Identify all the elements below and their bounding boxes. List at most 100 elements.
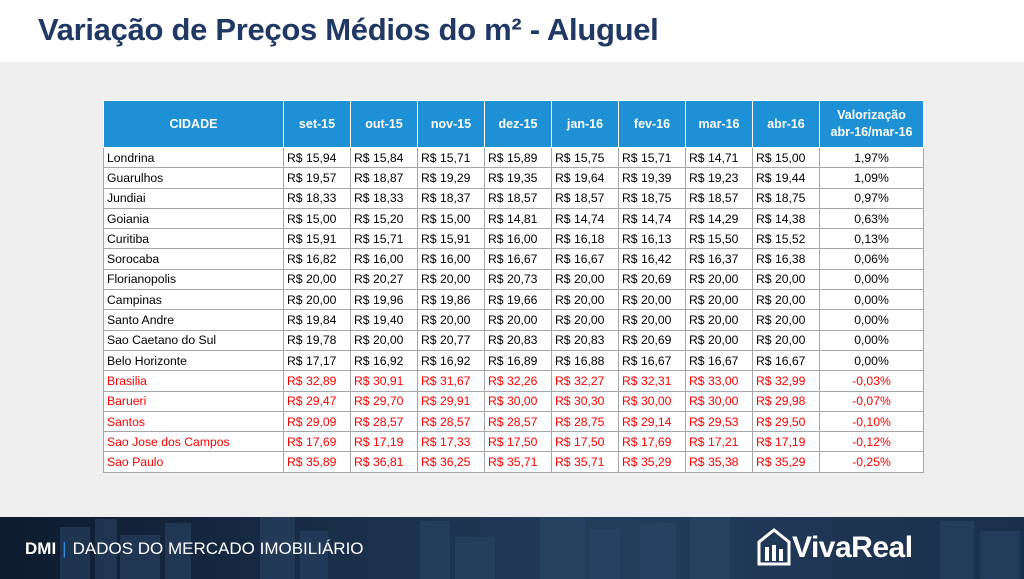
price-cell: R$ 20,00 — [618, 289, 686, 311]
price-cell: R$ 17,69 — [618, 431, 686, 453]
price-cell: R$ 20,00 — [551, 309, 619, 331]
price-cell: R$ 20,00 — [685, 309, 753, 331]
price-cell: R$ 20,69 — [618, 268, 686, 291]
table-row: Barueri R$ 29,47 R$ 29,70 R$ 29,91 R$ 30,00 R… — [103, 390, 924, 412]
price-cell: R$ 14,71 — [685, 146, 753, 169]
price-cell: R$ 20,00 — [752, 289, 820, 311]
price-cell: R$ 16,92 — [350, 349, 418, 372]
price-cell: R$ 16,67 — [618, 349, 686, 372]
price-cell: R$ 28,57 — [350, 410, 418, 433]
city-cell: Londrina — [103, 146, 284, 169]
price-cell: R$ 16,92 — [417, 349, 485, 372]
price-cell: R$ 18,57 — [484, 187, 552, 209]
valorizacao-cell: -0,25% — [819, 451, 924, 473]
valorizacao-cell: -0,03% — [819, 370, 924, 392]
price-cell: R$ 35,29 — [618, 451, 686, 473]
header-month: jan-16 — [551, 100, 619, 148]
price-cell: R$ 31,67 — [417, 370, 485, 392]
city-skyline-background — [60, 517, 1020, 579]
header-valorizacao-label: Valorização — [837, 108, 906, 122]
page-title: Variação de Preços Médios do m² - Alugue… — [38, 12, 659, 47]
price-cell: R$ 19,66 — [484, 289, 552, 311]
price-cell: R$ 16,67 — [484, 248, 552, 270]
price-cell: R$ 19,23 — [685, 167, 753, 189]
price-cell: R$ 20,83 — [551, 329, 619, 351]
price-cell: R$ 17,17 — [283, 349, 351, 372]
price-cell: R$ 30,00 — [484, 390, 552, 412]
price-cell: R$ 17,69 — [283, 431, 351, 453]
table-row: Belo Horizonte R$ 17,17 R$ 16,92 R$ 16,92 R$… — [103, 349, 924, 372]
valorizacao-cell: 0,00% — [819, 289, 924, 311]
price-cell: R$ 32,26 — [484, 370, 552, 392]
price-cell: R$ 15,84 — [350, 146, 418, 169]
price-cell: R$ 14,38 — [752, 207, 820, 230]
price-cell: R$ 16,82 — [283, 248, 351, 270]
price-cell: R$ 17,21 — [685, 431, 753, 453]
price-cell: R$ 30,91 — [350, 370, 418, 392]
table-row: Sao Paulo R$ 35,89 R$ 36,81 R$ 36,25 R$ 35,7… — [103, 451, 924, 473]
valorizacao-cell: 0,00% — [819, 329, 924, 351]
valorizacao-cell: 0,00% — [819, 268, 924, 291]
header-month: nov-15 — [417, 100, 485, 148]
price-cell: R$ 16,18 — [551, 228, 619, 250]
city-cell: Sao Caetano do Sul — [103, 329, 284, 351]
price-cell: R$ 29,53 — [685, 410, 753, 433]
price-cell: R$ 15,71 — [618, 146, 686, 169]
price-cell: R$ 18,75 — [618, 187, 686, 209]
price-cell: R$ 20,00 — [484, 309, 552, 331]
price-cell: R$ 15,00 — [752, 146, 820, 169]
header-month: dez-15 — [484, 100, 552, 148]
header-month: out-15 — [350, 100, 418, 148]
price-cell: R$ 15,00 — [417, 207, 485, 230]
valorizacao-cell: -0,10% — [819, 410, 924, 433]
price-cell: R$ 30,30 — [551, 390, 619, 412]
valorizacao-cell: 0,97% — [819, 187, 924, 209]
price-cell: R$ 20,00 — [752, 268, 820, 291]
price-cell: R$ 16,38 — [752, 248, 820, 270]
price-cell: R$ 19,84 — [283, 309, 351, 331]
price-cell: R$ 36,25 — [417, 451, 485, 473]
vivareal-logo-text: VivaReal — [792, 531, 913, 564]
footer-bar: DMI | DADOS DO MERCADO IMOBILIÁRIO VivaRea… — [0, 517, 1024, 579]
table-row: Goiania R$ 15,00 R$ 15,20 R$ 15,00 R$ 14,81 R… — [103, 207, 924, 230]
price-cell: R$ 20,00 — [685, 289, 753, 311]
header-valorizacao-period: abr-16/mar-16 — [830, 125, 913, 139]
price-cell: R$ 18,37 — [417, 187, 485, 209]
valorizacao-cell: -0,07% — [819, 390, 924, 412]
city-cell: Santo Andre — [103, 309, 284, 331]
price-cell: R$ 20,00 — [283, 289, 351, 311]
price-cell: R$ 18,57 — [685, 187, 753, 209]
price-cell: R$ 17,19 — [350, 431, 418, 453]
price-cell: R$ 20,00 — [283, 268, 351, 291]
table-row: Campinas R$ 20,00 R$ 19,96 R$ 19,86 R$ 19,66… — [103, 289, 924, 311]
price-cell: R$ 29,50 — [752, 410, 820, 433]
price-cell: R$ 20,00 — [752, 309, 820, 331]
city-cell: Brasilia — [103, 370, 284, 392]
price-cell: R$ 19,44 — [752, 167, 820, 189]
price-cell: R$ 14,81 — [484, 207, 552, 230]
table-header-row: CIDADE set-15 out-15 nov-15 dez-15 jan-1… — [103, 100, 924, 148]
price-cell: R$ 30,00 — [685, 390, 753, 412]
price-cell: R$ 19,86 — [417, 289, 485, 311]
price-cell: R$ 16,00 — [350, 248, 418, 270]
city-cell: Santos — [103, 410, 284, 433]
price-cell: R$ 19,29 — [417, 167, 485, 189]
price-cell: R$ 35,38 — [685, 451, 753, 473]
price-cell: R$ 32,89 — [283, 370, 351, 392]
city-cell: Sorocaba — [103, 248, 284, 270]
footer-brand: DMI — [25, 539, 57, 558]
price-cell: R$ 20,00 — [685, 268, 753, 291]
price-cell: R$ 15,91 — [417, 228, 485, 250]
table-row: Sorocaba R$ 16,82 R$ 16,00 R$ 16,00 R$ 16,67… — [103, 248, 924, 270]
price-cell: R$ 20,77 — [417, 329, 485, 351]
price-cell: R$ 29,70 — [350, 390, 418, 412]
price-cell: R$ 15,50 — [685, 228, 753, 250]
price-cell: R$ 35,29 — [752, 451, 820, 473]
price-cell: R$ 15,52 — [752, 228, 820, 250]
price-cell: R$ 16,89 — [484, 349, 552, 372]
price-cell: R$ 35,71 — [551, 451, 619, 473]
price-cell: R$ 19,57 — [283, 167, 351, 189]
house-icon — [757, 528, 791, 566]
header-city: CIDADE — [103, 100, 284, 148]
price-cell: R$ 29,14 — [618, 410, 686, 433]
